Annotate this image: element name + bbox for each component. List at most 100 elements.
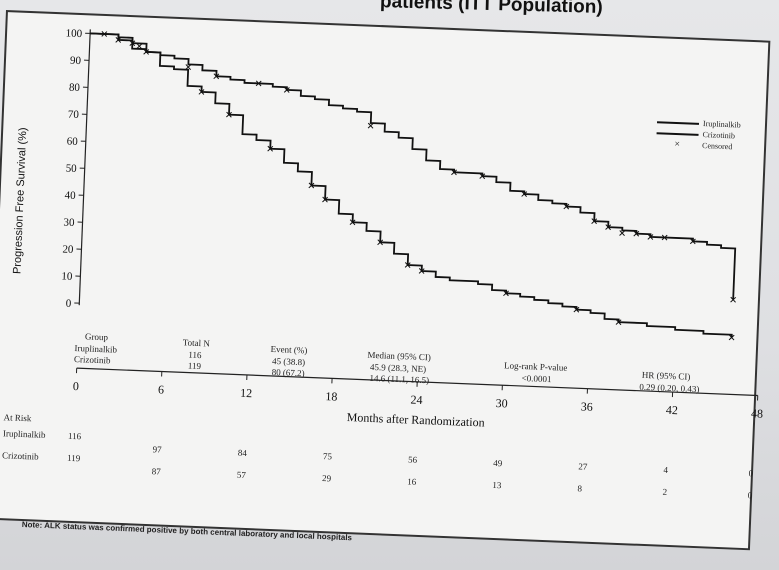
censor-mark-iruplinalkib [689, 238, 696, 245]
x-tick-label: 6 [158, 382, 165, 396]
x-axis-label: Months after Randomization [346, 410, 484, 430]
legend-line-swatch [656, 131, 699, 136]
censor-mark-crizotinib [308, 182, 315, 189]
at-risk-cell: 29 [321, 473, 332, 484]
censor-stroke [689, 238, 696, 245]
censor-mark-iruplinalkib [633, 230, 640, 237]
censor-mark-iruplinalkib [479, 173, 486, 180]
censor-stroke [308, 182, 315, 189]
stats-total-crizotinib: 119 [187, 360, 202, 372]
at-risk-cell: 119 [66, 452, 81, 464]
legend-label: Crizotinib [702, 129, 736, 140]
at-risk-cell: 4 [663, 464, 669, 475]
x-tick-label: 24 [410, 393, 423, 407]
censor-stroke [198, 89, 205, 95]
stats-header-hr: HR (95% CI) [641, 369, 691, 382]
censor-mark-crizotinib [728, 334, 735, 341]
censor-mark-iruplinalkib [255, 80, 262, 87]
at-risk-cell: 27 [578, 461, 588, 472]
legend-label: Iruplinalkib [702, 118, 741, 130]
y-tick-label: 60 [67, 136, 79, 148]
censor-stroke [226, 111, 232, 118]
censor-stroke [573, 306, 580, 313]
censor-mark-iruplinalkib [730, 296, 737, 303]
at-risk-cell: 2 [662, 486, 668, 497]
at-risk-cell: 16 [406, 476, 417, 487]
censor-stroke [521, 191, 528, 197]
censor-stroke [661, 234, 668, 241]
censor-stroke [377, 239, 384, 246]
legend-label: Censored [701, 140, 733, 151]
series-group [90, 31, 737, 341]
censor-mark-iruplinalkib [451, 169, 457, 176]
stats-header-group: Group [84, 331, 109, 343]
censor-stroke [283, 87, 290, 93]
slide-title: patients (ITT Population) [379, 0, 603, 18]
censor-mark-crizotinib [573, 306, 580, 313]
at-risk-cell: 97 [152, 444, 162, 455]
censor-mark-crizotinib [226, 111, 232, 118]
x-tick-label: 48 [751, 406, 764, 420]
censor-mark-crizotinib [503, 290, 509, 297]
y-tick-label: 90 [70, 55, 82, 67]
y-tick-label: 100 [65, 27, 82, 40]
stats-header-event: Event (%) [270, 343, 308, 356]
stats-group-crizotinib: Crizotinib [73, 354, 111, 366]
series-line-iruplinalkib [90, 32, 737, 300]
censor-stroke [619, 230, 626, 236]
at-risk-cell: 87 [151, 466, 161, 477]
y-tick-label: 80 [69, 82, 81, 94]
censor-mark-crizotinib [267, 145, 274, 152]
at-risk-cell: 8 [577, 483, 583, 494]
censor-stroke [615, 319, 622, 325]
x-tick-label: 36 [580, 399, 593, 413]
x-tick-label: 0 [73, 379, 80, 393]
censor-mark-iruplinalkib [136, 43, 143, 50]
censor-mark-iruplinalkib [185, 64, 192, 70]
censor-stroke [730, 296, 737, 303]
at-risk-group-iruplinalkib: Iruplinalkib [2, 428, 46, 440]
censor-stroke [213, 73, 220, 80]
censor-mark-iruplinalkib [521, 191, 528, 197]
censor-mark-iruplinalkib [619, 230, 626, 237]
censor-stroke [503, 290, 509, 297]
censor-mark-crizotinib [418, 268, 425, 274]
censor-stroke [143, 49, 150, 55]
censor-stroke [185, 64, 192, 70]
at-risk-cell: 49 [493, 457, 503, 469]
censor-stroke [367, 122, 374, 129]
x-tick-label: 12 [240, 386, 253, 400]
stats-event-iruplinalkib: 45 (38.8) [271, 355, 306, 368]
at-risk-cell: 0 [747, 490, 753, 501]
censor-stroke [404, 262, 411, 268]
at-risk-cell: 13 [492, 479, 502, 491]
censor-stroke [479, 173, 486, 179]
y-axis-line [78, 29, 91, 306]
at-risk-cell: 75 [322, 451, 333, 462]
stats-group-iruplinalkib: Iruplinalkib [74, 343, 118, 355]
x-tick-label: 42 [666, 403, 679, 417]
at-risk-cell: 57 [236, 469, 247, 480]
at-risk-cell: 56 [407, 454, 418, 465]
stats-total-iruplinalkib: 116 [188, 349, 202, 361]
y-tick-label: 30 [63, 216, 75, 228]
censor-mark-iruplinalkib [367, 122, 374, 129]
censor-mark-crizotinib [615, 319, 622, 326]
censor-stroke [136, 43, 143, 49]
y-tick-label: 20 [62, 243, 74, 255]
legend-line-swatch [657, 120, 700, 125]
stats-pvalue: <0.0001 [521, 372, 552, 385]
censor-stroke [255, 80, 262, 87]
stats-header-total: Total N [182, 337, 211, 349]
censor-stroke [267, 145, 274, 152]
censor-stroke [647, 234, 654, 240]
censor-mark-crizotinib [198, 88, 205, 95]
at-risk-title: At Risk [3, 412, 32, 424]
censor-mark-crizotinib [349, 219, 356, 226]
x-tick-label: 18 [325, 389, 338, 403]
at-risk-cell: 0 [748, 468, 754, 479]
legend: Iruplinalkib Crizotinib × Censored [656, 116, 741, 152]
